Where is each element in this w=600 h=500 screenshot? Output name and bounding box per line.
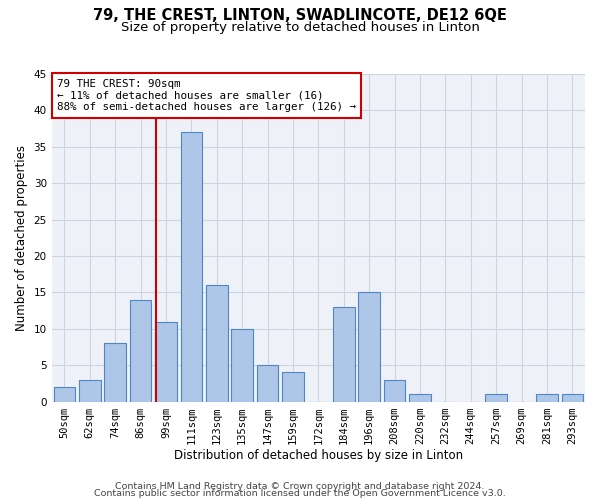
- Bar: [104, 344, 126, 402]
- Text: Contains public sector information licensed under the Open Government Licence v3: Contains public sector information licen…: [94, 488, 506, 498]
- Bar: [181, 132, 202, 402]
- Text: Contains HM Land Registry data © Crown copyright and database right 2024.: Contains HM Land Registry data © Crown c…: [115, 482, 485, 491]
- Bar: [232, 329, 253, 402]
- Text: 79 THE CREST: 90sqm
← 11% of detached houses are smaller (16)
88% of semi-detach: 79 THE CREST: 90sqm ← 11% of detached ho…: [57, 79, 356, 112]
- Y-axis label: Number of detached properties: Number of detached properties: [15, 145, 28, 331]
- Bar: [79, 380, 101, 402]
- Text: 79, THE CREST, LINTON, SWADLINCOTE, DE12 6QE: 79, THE CREST, LINTON, SWADLINCOTE, DE12…: [93, 8, 507, 22]
- Bar: [155, 322, 177, 402]
- X-axis label: Distribution of detached houses by size in Linton: Distribution of detached houses by size …: [174, 450, 463, 462]
- Bar: [282, 372, 304, 402]
- Bar: [384, 380, 406, 402]
- Bar: [206, 285, 227, 402]
- Bar: [562, 394, 583, 402]
- Bar: [485, 394, 507, 402]
- Bar: [257, 365, 278, 402]
- Bar: [409, 394, 431, 402]
- Bar: [358, 292, 380, 402]
- Bar: [536, 394, 557, 402]
- Bar: [53, 387, 75, 402]
- Bar: [130, 300, 151, 402]
- Text: Size of property relative to detached houses in Linton: Size of property relative to detached ho…: [121, 21, 479, 34]
- Bar: [333, 307, 355, 402]
